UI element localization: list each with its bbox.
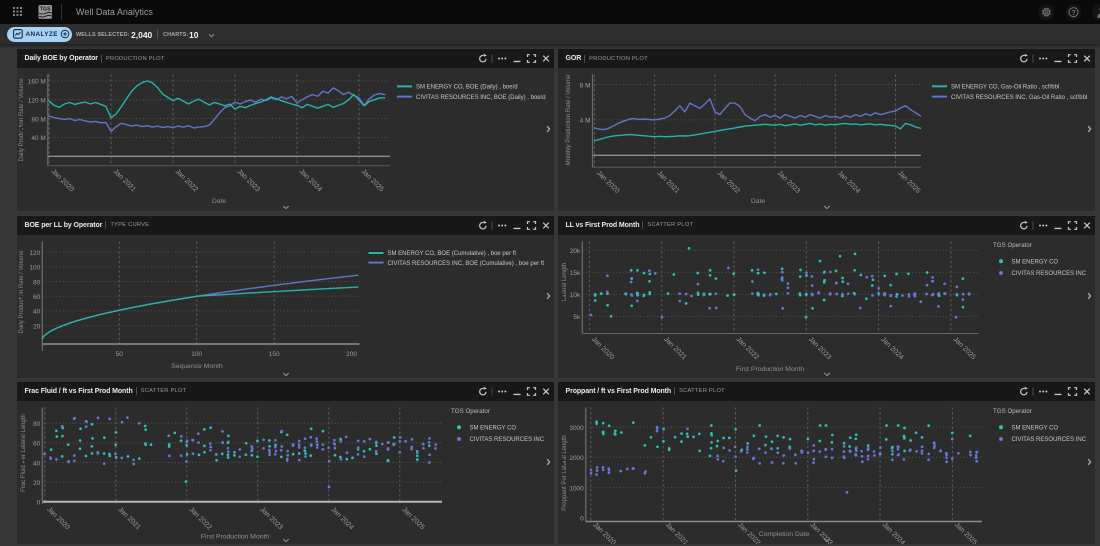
svg-text:Jan 2025: Jan 2025: [360, 168, 385, 193]
svg-text:SM ENERGY CO: SM ENERGY CO: [470, 425, 517, 431]
svg-text:15k: 15k: [570, 270, 581, 277]
svg-text:Jan 2022: Jan 2022: [174, 168, 199, 193]
svg-text:4 M: 4 M: [580, 118, 591, 125]
svg-text:Jan 2023: Jan 2023: [807, 335, 832, 360]
svg-text:Date: Date: [751, 198, 766, 205]
svg-text:Jan 2025: Jan 2025: [896, 170, 921, 195]
svg-text:160 M: 160 M: [28, 79, 46, 86]
svg-text:Jan 2020: Jan 2020: [50, 168, 75, 193]
svg-text:TGS Operator: TGS Operator: [993, 408, 1032, 415]
svg-text:Jan 2025: Jan 2025: [400, 506, 425, 531]
svg-text:TGS: TGS: [40, 7, 51, 13]
svg-text:100: 100: [29, 264, 40, 271]
svg-text:100: 100: [191, 351, 202, 358]
svg-text:First Production Month: First Production Month: [201, 533, 270, 540]
svg-text:200: 200: [346, 351, 357, 358]
svg-text:Jan 2021: Jan 2021: [655, 170, 680, 195]
svg-text:120 M: 120 M: [28, 98, 46, 105]
svg-text:150: 150: [269, 351, 280, 358]
svg-text:CIVITAS RESOURCES INC, BOE (Cu: CIVITAS RESOURCES INC, BOE (Cumulative) …: [388, 260, 545, 266]
svg-text:8 M: 8 M: [580, 82, 591, 89]
svg-text:SM ENERGY CO, BOE (Daily) , bo: SM ENERGY CO, BOE (Daily) , boe/d: [416, 85, 518, 91]
svg-text:2000: 2000: [569, 455, 584, 462]
svg-text:TGS Operator: TGS Operator: [451, 408, 490, 415]
svg-text:60: 60: [33, 440, 41, 447]
svg-text:20: 20: [33, 479, 41, 486]
svg-text:0: 0: [37, 499, 41, 506]
svg-text:Frac Fluid Per Lateral Length: Frac Fluid Per Lateral Length: [21, 414, 27, 492]
svg-text:0: 0: [580, 515, 584, 522]
svg-text:80 M: 80 M: [31, 116, 45, 123]
svg-text:Jan 2023: Jan 2023: [776, 170, 801, 195]
svg-text:Jan 2022: Jan 2022: [735, 335, 760, 360]
svg-text:Jan 2024: Jan 2024: [329, 506, 354, 531]
svg-text:Lateral Length: Lateral Length: [562, 262, 568, 300]
svg-text:Jan 2022: Jan 2022: [736, 521, 761, 544]
svg-text:Jan 2025: Jan 2025: [953, 521, 978, 544]
svg-text:Daily Production Rate / Volume: Daily Production Rate / Volume: [19, 78, 25, 162]
svg-text:?: ?: [1071, 10, 1075, 17]
svg-text:5k: 5k: [573, 314, 581, 321]
svg-text:Daily Production Rate / Volume: Daily Production Rate / Volume: [19, 249, 25, 333]
svg-text:Jan 2025: Jan 2025: [951, 335, 976, 360]
svg-text:Jan 2020: Jan 2020: [45, 506, 70, 531]
svg-text:SM ENERGY CO: SM ENERGY CO: [1012, 425, 1059, 431]
svg-text:Proppant Per Lateral Length: Proppant Per Lateral Length: [562, 435, 568, 510]
svg-text:CIVITAS RESOURCES INC: CIVITAS RESOURCES INC: [470, 437, 545, 443]
svg-text:Jan 2021: Jan 2021: [112, 168, 137, 193]
svg-text:Jan 2020: Jan 2020: [590, 335, 615, 360]
svg-text:Jan 2023: Jan 2023: [236, 168, 261, 193]
svg-text:Jan 2023: Jan 2023: [258, 506, 283, 531]
svg-text:1000: 1000: [569, 485, 584, 492]
svg-text:SM ENERGY CO, BOE (Cumulative): SM ENERGY CO, BOE (Cumulative) , boe per…: [388, 251, 517, 257]
svg-text:50: 50: [116, 351, 124, 358]
svg-text:3000: 3000: [569, 424, 584, 431]
svg-text:40 M: 40 M: [31, 135, 45, 142]
svg-text:CIVITAS RESOURCES INC: CIVITAS RESOURCES INC: [1012, 271, 1087, 277]
svg-text:80: 80: [33, 279, 41, 286]
svg-text:Jan 2020: Jan 2020: [595, 170, 620, 195]
svg-text:40: 40: [33, 308, 41, 315]
svg-text:Completion Date: Completion Date: [759, 531, 810, 538]
svg-text:Jan 2024: Jan 2024: [879, 335, 904, 360]
svg-text:20: 20: [33, 323, 41, 330]
svg-text:60: 60: [33, 294, 41, 301]
svg-text:10k: 10k: [570, 292, 581, 299]
svg-text:TGS Operator: TGS Operator: [993, 242, 1032, 249]
svg-text:Jan 2021: Jan 2021: [664, 521, 689, 544]
svg-text:Jan 2024: Jan 2024: [836, 170, 861, 195]
svg-text:Jan 2022: Jan 2022: [715, 170, 740, 195]
svg-text:SM ENERGY CO, Gas-Oil Ratio ,: SM ENERGY CO, Gas-Oil Ratio , scf/bbl: [951, 85, 1059, 91]
svg-text:Jan 2021: Jan 2021: [116, 506, 141, 531]
svg-text:Monthly Production Rate / Volu: Monthly Production Rate / Volume: [566, 74, 572, 165]
svg-text:Sequence Month: Sequence Month: [171, 363, 223, 370]
svg-text:CIVITAS RESOURCES INC, BOE (Da: CIVITAS RESOURCES INC, BOE (Daily) , boe…: [416, 95, 546, 101]
svg-text:CIVITAS RESOURCES INC: CIVITAS RESOURCES INC: [1012, 437, 1087, 443]
svg-text:Jan 2024: Jan 2024: [298, 168, 323, 193]
svg-text:40: 40: [33, 460, 41, 467]
svg-text:SM ENERGY CO: SM ENERGY CO: [1012, 259, 1059, 265]
svg-text:20k: 20k: [570, 248, 581, 255]
svg-text:First Production Month: First Production Month: [736, 366, 805, 373]
svg-text:120: 120: [29, 250, 40, 257]
svg-text:Jan 2024: Jan 2024: [881, 521, 906, 544]
svg-text:Date: Date: [212, 198, 227, 205]
svg-text:Jan 2021: Jan 2021: [662, 335, 687, 360]
svg-text:Jan 2022: Jan 2022: [187, 506, 212, 531]
svg-text:80: 80: [33, 421, 41, 428]
svg-text:Jan 2020: Jan 2020: [591, 521, 616, 544]
svg-text:CIVITAS RESOURCES INC, Gas-Oil: CIVITAS RESOURCES INC, Gas-Oil Ratio , s…: [951, 95, 1087, 101]
